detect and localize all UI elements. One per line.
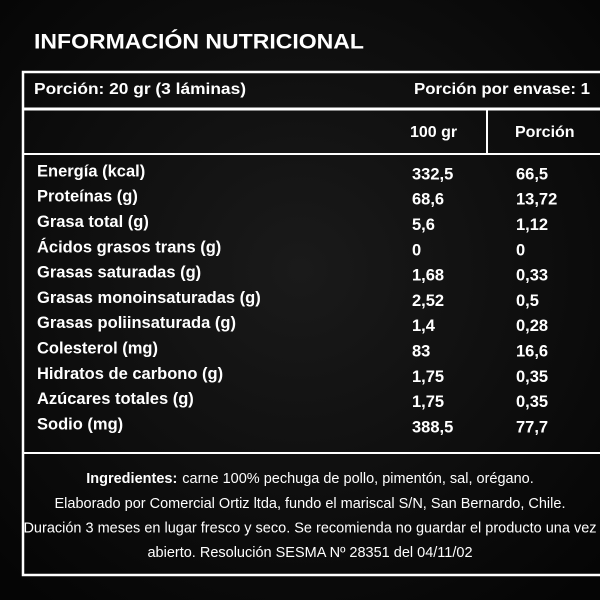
nutrient-name: Ácidos grasos trans (g) bbox=[37, 237, 221, 256]
value-100g: 68,6 bbox=[412, 191, 444, 209]
value-100g: 1,75 bbox=[412, 393, 444, 411]
value-100g: 2,52 bbox=[412, 292, 444, 310]
value-portion: 0,35 bbox=[516, 368, 548, 386]
value-portion: 1,12 bbox=[516, 216, 548, 234]
nutrient-name: Sodio (mg) bbox=[37, 415, 123, 433]
value-100g: 388,5 bbox=[412, 418, 453, 436]
value-100g: 0 bbox=[412, 241, 421, 259]
footer-line: abierto. Resolución SESMA Nº 28351 del 0… bbox=[147, 545, 472, 561]
footer: Elaborado por Comercial Ortiz ltda, fund… bbox=[23, 496, 596, 561]
servings-per-package: Porción por envase: 1 bbox=[414, 81, 590, 98]
value-portion: 66,5 bbox=[516, 165, 548, 183]
nutrient-name: Proteínas (g) bbox=[37, 188, 138, 206]
nutrient-name: Grasa total (g) bbox=[37, 213, 149, 231]
value-100g: 1,75 bbox=[412, 368, 444, 386]
ingredients-text: carne 100% pechuga de pollo, pimentón, s… bbox=[182, 471, 533, 487]
value-portion: 0,33 bbox=[516, 267, 548, 285]
nutrient-name: Azúcares totales (g) bbox=[37, 390, 194, 408]
nutrient-name: Grasas saturadas (g) bbox=[37, 264, 201, 282]
value-portion: 16,6 bbox=[516, 342, 548, 360]
column-header: Porción bbox=[515, 124, 575, 141]
ingredients: Ingredientes: carne 100% pechuga de pollo… bbox=[86, 471, 534, 487]
footer-line: Duración 3 meses en lugar fresco y seco.… bbox=[23, 520, 596, 536]
nutrient-name: Colesterol (mg) bbox=[37, 339, 158, 357]
value-100g: 332,5 bbox=[412, 165, 453, 183]
value-portion: 0 bbox=[516, 241, 525, 259]
column-header: 100 gr bbox=[410, 124, 457, 141]
serving-size: Porción: 20 gr (3 láminas) bbox=[34, 81, 246, 98]
ingredients-label: Ingredientes: bbox=[86, 471, 177, 487]
value-portion: 13,72 bbox=[516, 191, 557, 209]
nutrient-name: Grasas monoinsaturadas (g) bbox=[37, 289, 261, 307]
nutrient-name: Grasas poliinsaturada (g) bbox=[37, 314, 236, 332]
value-portion: 0,35 bbox=[516, 393, 548, 411]
title: INFORMACIÓN NUTRICIONAL bbox=[34, 30, 364, 54]
value-portion: 0,5 bbox=[516, 292, 539, 310]
value-portion: 77,7 bbox=[516, 418, 548, 436]
rows: 100 gr Porción Energía (kcal) 332,5 66,5 Prot… bbox=[37, 124, 575, 436]
footer-line: Elaborado por Comercial Ortiz ltda, fund… bbox=[55, 496, 566, 512]
value-100g: 1,4 bbox=[412, 317, 436, 335]
table-box bbox=[21, 70, 600, 577]
value-100g: 83 bbox=[412, 342, 430, 360]
value-100g: 5,6 bbox=[412, 216, 435, 234]
value-100g: 1,68 bbox=[412, 267, 444, 285]
value-portion: 0,28 bbox=[516, 317, 548, 335]
nutrient-name: Energía (kcal) bbox=[37, 162, 145, 180]
nutrient-name: Hidratos de carbono (g) bbox=[37, 365, 223, 383]
